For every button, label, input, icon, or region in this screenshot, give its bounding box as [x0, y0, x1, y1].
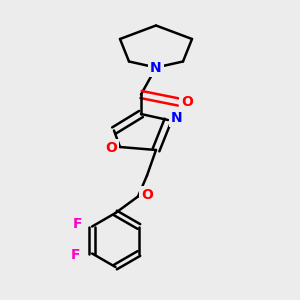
- Text: F: F: [71, 248, 80, 262]
- Text: O: O: [181, 95, 193, 109]
- Text: O: O: [105, 142, 117, 155]
- Text: N: N: [150, 61, 162, 74]
- Text: O: O: [141, 188, 153, 202]
- Text: N: N: [171, 111, 183, 124]
- Text: F: F: [72, 217, 82, 230]
